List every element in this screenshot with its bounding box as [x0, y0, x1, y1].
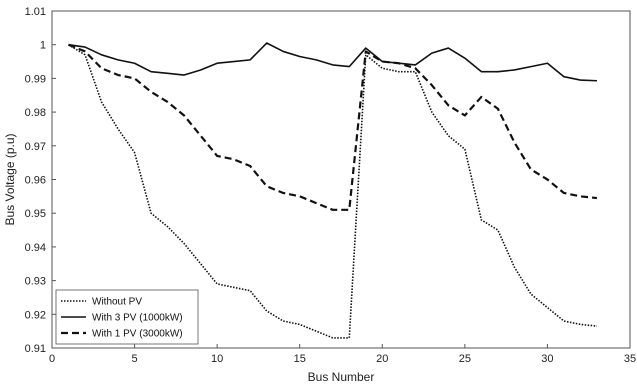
y-axis-ticks: 0.91 0.92 0.93 0.94 0.95 0.96 0.97 0.98 0.99 1 1.0…	[25, 6, 56, 355]
y-tick-label: 0.92	[25, 309, 46, 321]
series-layer	[68, 42, 598, 339]
y-tick-label: 1	[40, 40, 46, 52]
y-tick-label: 0.94	[25, 242, 46, 254]
y-tick-label: 0.99	[25, 73, 46, 85]
legend-items: Without PV With 3 PV (1000kW) With 1 PV (3…	[61, 297, 183, 340]
series-line-2	[68, 42, 598, 82]
x-tick-label: 0	[49, 353, 55, 365]
y-tick-label: 0.96	[25, 175, 46, 187]
y-tick-label: 0.91	[25, 343, 46, 355]
y-tick-label: 0.98	[25, 107, 46, 119]
series-line-1	[68, 44, 598, 339]
x-tick-label: 30	[541, 353, 553, 365]
legend-label: With 3 PV (1000kW)	[92, 313, 183, 324]
x-tick-label: 5	[132, 353, 138, 365]
x-tick-label: 15	[294, 353, 306, 365]
y-tick-label: 1.01	[25, 6, 46, 18]
series-line-3	[68, 43, 598, 211]
x-tick-label: 20	[376, 353, 388, 365]
legend-label: With 1 PV (3000kW)	[92, 329, 183, 340]
x-axis-ticks: 0 5 10 15 20 25 30 35	[49, 344, 636, 365]
x-tick-label: 35	[624, 353, 636, 365]
y-tick-label: 0.97	[25, 141, 46, 153]
legend: Without PV With 3 PV (1000kW) With 1 PV (3…	[55, 289, 199, 345]
x-axis-label: Bus Number	[308, 370, 375, 384]
y-tick-label: 0.95	[25, 208, 46, 220]
x-tick-label: 10	[211, 353, 223, 365]
x-tick-label: 25	[459, 353, 471, 365]
y-axis-label: Bus Voltage (p.u)	[3, 133, 17, 225]
legend-label: Without PV	[92, 297, 142, 308]
y-tick-label: 0.93	[25, 276, 46, 288]
